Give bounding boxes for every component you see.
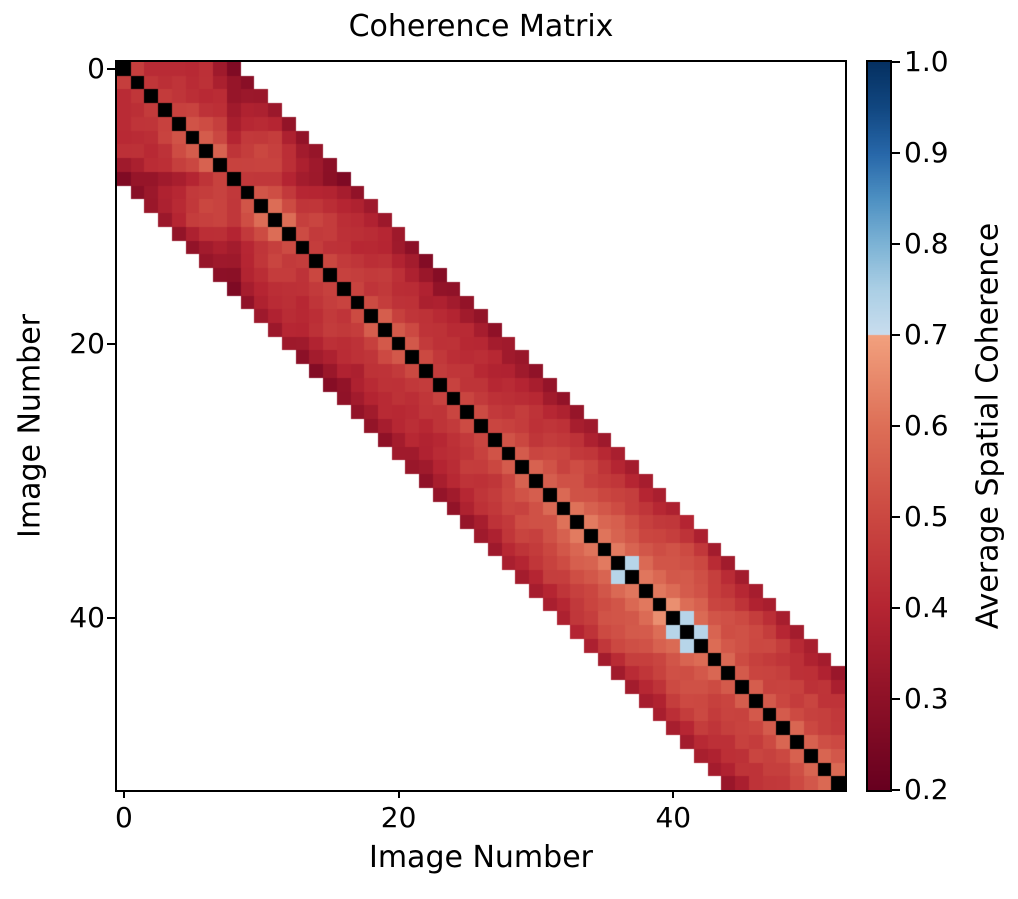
x-tick-label: 0 <box>114 801 133 834</box>
colorbar-tick-mark <box>892 152 900 154</box>
colorbar-tick-mark <box>892 698 900 700</box>
x-axis-label: Image Number <box>368 840 593 875</box>
colorbar-label: Average Spatial Coherence <box>970 222 1006 630</box>
colorbar-tick-label: 0.2 <box>904 773 949 806</box>
heatmap-canvas <box>117 62 845 790</box>
colorbar-tick-mark <box>892 425 900 427</box>
y-tick-mark <box>107 342 115 345</box>
y-tick-mark <box>107 617 115 620</box>
colorbar-tick-label: 0.8 <box>904 227 949 260</box>
plot-area <box>115 60 847 792</box>
colorbar-tick-label: 1.0 <box>904 45 949 78</box>
colorbar-tick-label: 0.7 <box>904 318 949 351</box>
colorbar-tick-label: 0.3 <box>904 682 949 715</box>
colorbar-tick-mark <box>892 789 900 791</box>
x-tick-mark <box>122 790 125 798</box>
y-axis-label: Image Number <box>12 313 48 539</box>
x-tick-label: 20 <box>380 801 417 834</box>
y-tick-mark <box>107 67 115 70</box>
colorbar-tick-label: 0.5 <box>904 500 949 533</box>
colorbar-tick-mark <box>892 607 900 609</box>
colorbar-tick-mark <box>892 516 900 518</box>
x-tick-mark <box>672 790 675 798</box>
y-tick-label: 0 <box>87 51 105 85</box>
colorbar-canvas <box>868 62 890 790</box>
colorbar-tick-label: 0.4 <box>904 591 949 624</box>
y-tick-label: 40 <box>69 601 105 635</box>
x-tick-label: 40 <box>655 801 692 834</box>
colorbar-tick-mark <box>892 243 900 245</box>
colorbar <box>866 60 892 792</box>
x-tick-mark <box>397 790 400 798</box>
colorbar-tick-mark <box>892 61 900 63</box>
y-tick-label: 20 <box>69 326 105 360</box>
colorbar-tick-label: 0.9 <box>904 136 949 169</box>
colorbar-tick-mark <box>892 334 900 336</box>
colorbar-tick-label: 0.6 <box>904 409 949 442</box>
chart-title: Coherence Matrix <box>348 9 614 44</box>
